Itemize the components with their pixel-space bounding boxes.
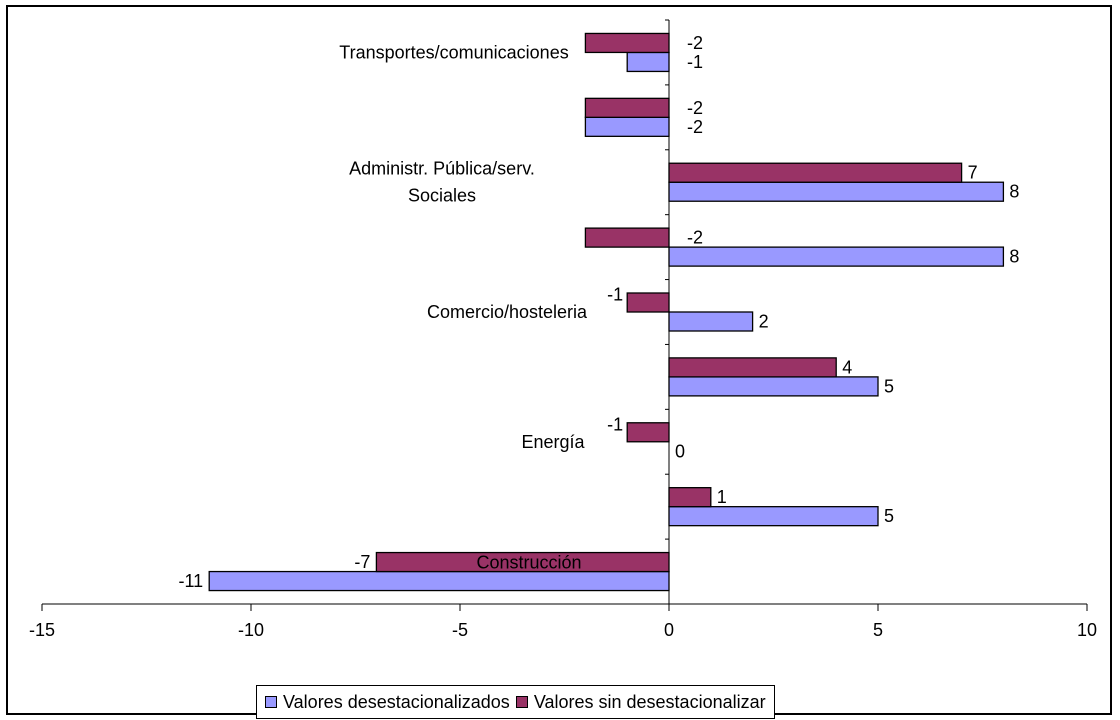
x-tick-label: -5	[452, 620, 468, 640]
bar-sin-desestacionalizar	[626, 292, 670, 313]
bar-sin-desestacionalizar	[584, 97, 670, 118]
data-label: -2	[687, 33, 703, 53]
legend-swatch	[265, 696, 277, 708]
data-label: -1	[607, 285, 623, 305]
data-label: -2	[687, 98, 703, 118]
chart-frame: -15 -10 -5 0 5 10 -11 -7 5 1 0 -1 5 4 2 -1 8 -2 8 7 -2 -2 -1 -2…	[6, 5, 1112, 719]
bar-chart: -15 -10 -5 0 5 10-11-7510-1542-18-287-2-2-1-2…	[29, 19, 1097, 640]
data-label: -2	[687, 117, 703, 137]
data-label: -11	[179, 571, 204, 591]
legend-swatch	[515, 696, 528, 708]
category-label: Administr. Pública/serv.	[349, 159, 535, 179]
data-label: 5	[884, 376, 894, 396]
data-label: -7	[354, 552, 370, 572]
category-label: Comercio/hosteleria	[427, 302, 588, 322]
legend-item: Valores sin desestacionalizar	[515, 691, 766, 713]
bar-desestacionalizados	[626, 51, 670, 73]
bar-desestacionalizados	[668, 181, 1005, 202]
bar-desestacionalizados	[668, 506, 879, 527]
legend-label: Valores sin desestacionalizar	[533, 691, 766, 712]
data-label: 8	[1009, 182, 1019, 202]
data-label: 5	[884, 506, 894, 526]
x-tick-label: -10	[238, 620, 264, 640]
bar-sin-desestacionalizar	[668, 487, 712, 508]
data-label: 1	[717, 487, 727, 507]
data-label: 0	[675, 441, 685, 461]
legend-item: Valores desestacionalizados	[265, 692, 510, 713]
data-label: -1	[607, 414, 623, 434]
bar-desestacionalizados	[668, 376, 879, 397]
bar-sin-desestacionalizar	[668, 162, 963, 183]
data-label: -1	[687, 52, 703, 72]
data-label: -2	[687, 228, 703, 248]
data-label: 4	[842, 357, 852, 377]
legend-label: Valores desestacionalizados	[283, 691, 510, 712]
legend: Valores desestacionalizados Valores sin d…	[256, 685, 775, 719]
category-label: Energía	[521, 432, 585, 452]
category-label: Transportes/comunicaciones	[339, 42, 568, 62]
bar-sin-desestacionalizar	[668, 357, 837, 378]
data-label: 8	[1009, 247, 1019, 267]
bar-desestacionalizados	[208, 570, 670, 592]
bar-sin-desestacionalizar	[584, 32, 670, 54]
bar-sin-desestacionalizar	[626, 422, 670, 443]
data-label: 2	[759, 312, 769, 332]
x-tick-label: -15	[29, 620, 55, 640]
bar-desestacionalizados	[668, 246, 1005, 267]
category-label: Sociales	[408, 186, 476, 206]
bar-sin-desestacionalizar	[584, 227, 670, 248]
x-tick-label: 5	[873, 620, 883, 640]
category-label: Construcción	[476, 553, 581, 573]
bar-desestacionalizados	[668, 311, 754, 332]
bar-desestacionalizados	[584, 116, 670, 137]
x-tick-label: 10	[1077, 620, 1097, 640]
data-label: 7	[968, 163, 978, 183]
x-tick-label: 0	[664, 620, 674, 640]
